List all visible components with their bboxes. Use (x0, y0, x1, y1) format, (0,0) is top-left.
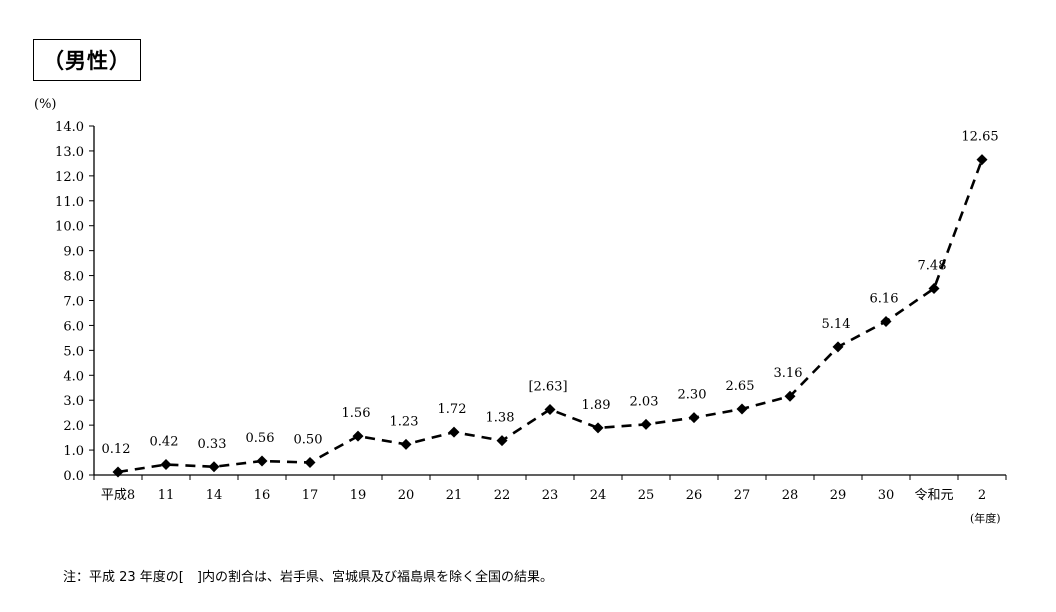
data-point (448, 426, 460, 438)
x-tick-label: 26 (686, 488, 703, 503)
data-label: 1.56 (342, 406, 371, 421)
data-label: 2.30 (678, 388, 707, 403)
data-label: 3.16 (774, 366, 803, 381)
x-tick-label: 23 (542, 488, 559, 503)
data-point (784, 390, 796, 402)
x-tick-label: 24 (590, 488, 607, 503)
data-point (880, 315, 892, 327)
y-tick-label: 3.0 (63, 394, 84, 409)
y-tick-label: 5.0 (63, 344, 84, 359)
y-tick-label: 14.0 (55, 120, 84, 135)
y-tick-label: 13.0 (55, 145, 84, 160)
x-tick-label: 令和元 (914, 488, 953, 503)
data-label: 1.72 (438, 402, 467, 417)
data-label: 0.50 (294, 433, 323, 448)
x-tick-label: 14 (206, 488, 223, 503)
y-tick-label: 8.0 (63, 270, 84, 285)
data-label: 0.33 (198, 437, 227, 452)
data-label: 12.65 (961, 130, 998, 145)
y-tick-label: 12.0 (55, 170, 84, 185)
data-point (160, 459, 172, 471)
y-tick-label: 10.0 (55, 220, 84, 235)
data-label: 2.65 (726, 379, 755, 394)
x-tick-label: 21 (446, 488, 463, 503)
data-label: 1.38 (486, 411, 515, 426)
data-label: 0.42 (150, 435, 179, 450)
x-tick-label: 平成8 (101, 488, 135, 503)
chart-title: （男性） (33, 39, 141, 81)
x-axis-label: (年度) (970, 511, 1001, 525)
x-tick-label: 27 (734, 488, 751, 503)
x-tick-label: 30 (878, 488, 895, 503)
x-tick-label: 29 (830, 488, 847, 503)
x-tick-label: 20 (398, 488, 415, 503)
data-point (736, 403, 748, 415)
x-tick-label: 25 (638, 488, 655, 503)
x-tick-label: 11 (158, 488, 175, 503)
y-tick-label: 6.0 (63, 319, 84, 334)
data-point (304, 457, 316, 469)
series-line (117, 159, 984, 474)
x-tick-label: 2 (978, 488, 986, 503)
data-point (592, 422, 604, 434)
data-label: 6.16 (870, 291, 899, 306)
data-point (544, 403, 556, 415)
data-point (976, 154, 988, 166)
y-tick-label: 9.0 (63, 245, 84, 260)
y-tick-label: 0.0 (63, 469, 84, 484)
data-label: 5.14 (822, 317, 851, 332)
x-tick-label: 17 (302, 488, 319, 503)
data-point (352, 430, 364, 442)
data-point (208, 461, 220, 473)
data-label: 0.56 (246, 431, 275, 446)
data-point (400, 438, 412, 450)
data-label: 2.03 (630, 394, 659, 409)
footnote: 注：平成 23 年度の[ ]内の割合は、岩手県、宮城県及び福島県を除く全国の結果… (63, 570, 553, 585)
x-tick-label: 28 (782, 488, 799, 503)
data-label: 1.23 (390, 414, 419, 429)
data-label: 7.48 (918, 259, 947, 274)
x-tick-label: 16 (254, 488, 271, 503)
x-tick-label: 22 (494, 488, 511, 503)
data-point (832, 341, 844, 353)
y-tick-label: 2.0 (63, 419, 84, 434)
y-tick-label: 1.0 (63, 444, 84, 459)
data-point (640, 418, 652, 430)
data-point (256, 455, 268, 467)
data-point (496, 435, 508, 447)
data-label: 1.89 (582, 398, 611, 413)
data-point (928, 283, 940, 295)
y-axis-label: (%) (34, 97, 57, 112)
y-tick-label: 11.0 (55, 195, 84, 210)
data-point (688, 412, 700, 424)
y-tick-label: 7.0 (63, 295, 84, 310)
data-point (112, 466, 124, 478)
data-label: [2.63] (528, 379, 567, 394)
x-tick-label: 19 (350, 488, 367, 503)
y-tick-label: 4.0 (63, 369, 84, 384)
data-label: 0.12 (102, 442, 131, 457)
